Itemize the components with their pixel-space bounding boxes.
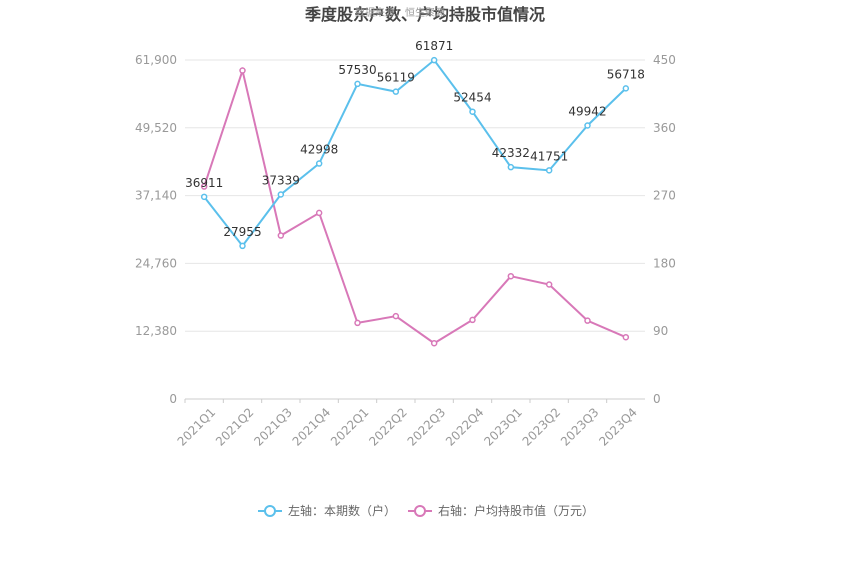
data-point[interactable] [430, 56, 438, 64]
data-point[interactable] [469, 108, 476, 115]
series-line [203, 66, 627, 345]
data-point[interactable] [430, 340, 438, 347]
data-point[interactable] [545, 167, 553, 174]
data-point[interactable] [315, 209, 323, 217]
legend-item-left[interactable]: 左轴：本期数（户） [258, 503, 396, 518]
data-label: 61871 [415, 39, 453, 53]
data-point[interactable] [507, 272, 515, 280]
legend-label-left: 左轴：本期数（户） [288, 503, 396, 518]
left-tick-label: 37,140 [135, 189, 177, 203]
data-label: 56119 [377, 71, 415, 85]
x-tick-label: 2022Q4 [443, 405, 487, 449]
x-tick-label: 2023Q1 [481, 405, 525, 449]
data-point[interactable] [315, 160, 323, 167]
data-point[interactable] [622, 333, 630, 341]
x-tick-label: 2022Q2 [366, 405, 410, 449]
right-tick-label: 270 [653, 189, 676, 203]
right-tick-label: 360 [653, 121, 676, 135]
left-tick-label: 49,520 [135, 121, 177, 135]
x-tick-label: 2022Q3 [405, 405, 449, 449]
data-point[interactable] [507, 163, 515, 171]
data-label: 42332 [492, 146, 530, 160]
data-label: 49942 [568, 104, 606, 118]
x-tick-label: 2021Q1 [175, 405, 219, 449]
data-label: 36911 [185, 176, 223, 190]
data-point[interactable] [545, 281, 553, 288]
legend-marker-circle-icon [264, 505, 276, 517]
data-point[interactable] [354, 80, 361, 88]
data-point[interactable] [239, 242, 246, 250]
x-tick-label: 2023Q2 [520, 405, 564, 449]
right-tick-label: 450 [653, 53, 676, 67]
data-point[interactable] [200, 193, 208, 201]
x-tick-label: 2022Q1 [328, 405, 372, 449]
right-axis-ticks: 0 90 180 270 360 450 [653, 53, 676, 406]
data-point[interactable] [354, 319, 361, 327]
left-tick-label: 0 [169, 392, 177, 406]
right-tick-label: 0 [653, 392, 661, 406]
data-point[interactable] [277, 191, 285, 198]
data-label: 41751 [530, 149, 568, 163]
data-point[interactable] [622, 85, 630, 92]
legend: 左轴：本期数（户） 右轴：户均持股市值（万元） [258, 503, 594, 518]
chart-title: 季度股东户数、户均持股市值情况 [304, 5, 545, 24]
data-label: 56718 [607, 67, 645, 81]
legend-item-right[interactable]: 右轴：户均持股市值（万元） [408, 503, 594, 518]
right-tick-label: 180 [653, 256, 676, 270]
data-point[interactable] [277, 232, 285, 239]
data-point[interactable] [239, 67, 246, 74]
data-point[interactable] [392, 88, 400, 95]
data-point[interactable] [200, 183, 208, 190]
data-point[interactable] [392, 312, 400, 320]
watermark: 数据来源：恒生聚源 [355, 6, 445, 19]
series-line [203, 58, 627, 248]
right-tick-label: 90 [653, 324, 668, 338]
x-tick-label: 2023Q4 [596, 405, 640, 449]
left-tick-label: 24,760 [135, 256, 177, 270]
series-shareholder-count [200, 56, 630, 250]
series-avg-holding-value [200, 66, 630, 347]
data-label: 37339 [262, 174, 300, 188]
data-point[interactable] [584, 122, 591, 129]
left-tick-label: 12,380 [135, 324, 177, 338]
left-axis-ticks: 0 12,380 24,760 37,140 49,520 61,900 [135, 53, 177, 406]
data-label: 57530 [338, 63, 376, 77]
x-tick-label: 2021Q3 [251, 405, 295, 449]
x-tick-label: 2021Q2 [213, 405, 257, 449]
x-tick-label: 2021Q4 [290, 405, 334, 449]
legend-label-right: 右轴：户均持股市值（万元） [438, 503, 594, 518]
data-label: 52454 [453, 91, 491, 105]
data-label: 42998 [300, 143, 338, 157]
data-point[interactable] [584, 317, 591, 324]
grid-lines [185, 59, 645, 332]
data-label: 27955 [223, 225, 261, 239]
x-axis-ticks: 2021Q12021Q22021Q32021Q42022Q12022Q22022… [175, 399, 640, 449]
left-tick-label: 61,900 [135, 53, 177, 67]
data-point[interactable] [469, 316, 476, 324]
legend-marker-circle-icon [414, 505, 426, 517]
x-tick-label: 2023Q3 [558, 405, 602, 449]
